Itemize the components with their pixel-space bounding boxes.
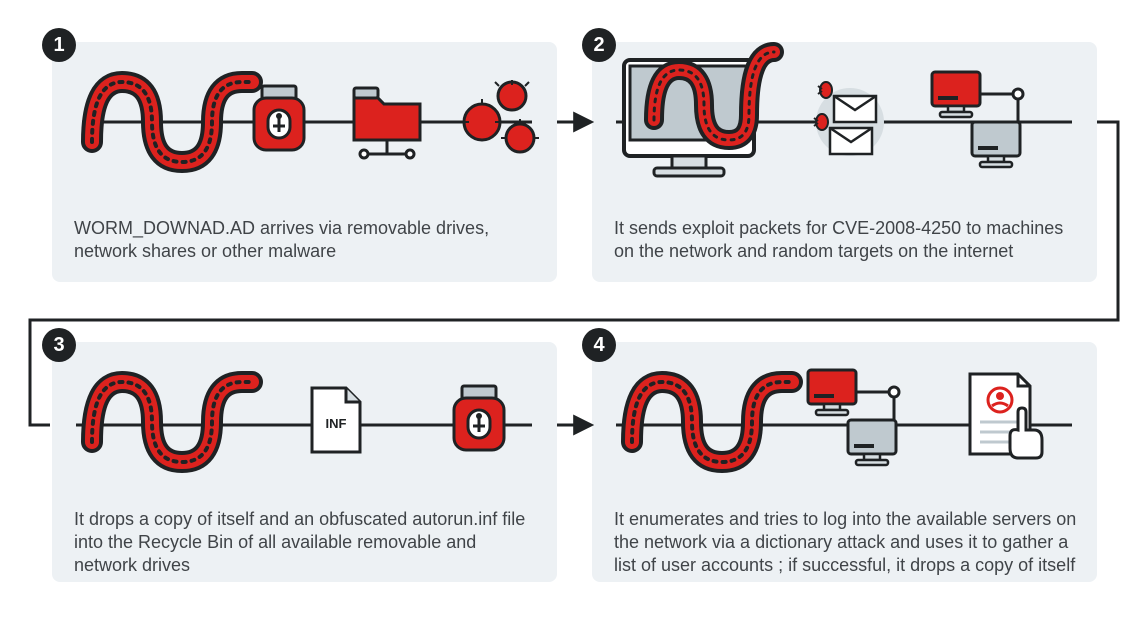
- step-4-number: 4: [593, 334, 604, 357]
- step-3-number: 3: [53, 334, 64, 357]
- step-1-badge: 1: [42, 28, 76, 62]
- step-3-badge: 3: [42, 328, 76, 362]
- flow-connectors: [0, 0, 1146, 625]
- step-4-badge: 4: [582, 328, 616, 362]
- step-2-number: 2: [593, 34, 604, 57]
- step-2-badge: 2: [582, 28, 616, 62]
- step-1-number: 1: [53, 34, 64, 57]
